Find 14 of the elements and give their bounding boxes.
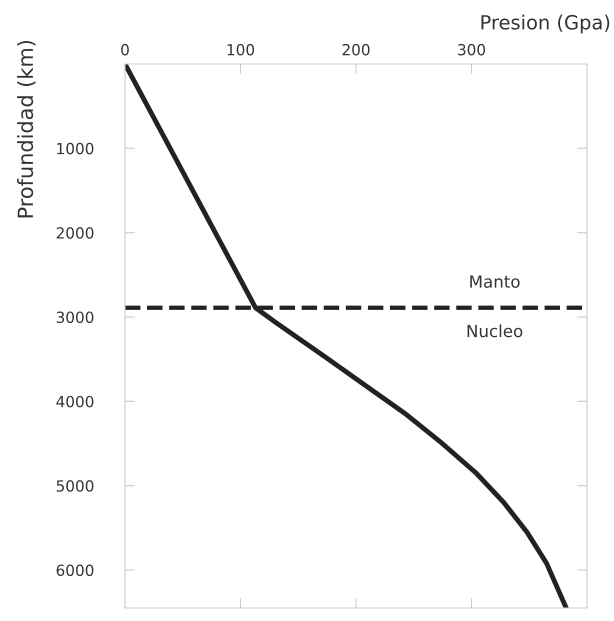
y-tick-label: 6000 [56, 564, 94, 576]
y-tick-label: 4000 [56, 396, 94, 408]
y-tick-label: 2000 [56, 227, 94, 239]
x-tick-label: 200 [342, 44, 370, 56]
x-tick-label: 0 [121, 44, 129, 56]
y-axis-title: Profundidad (km) [17, 40, 36, 218]
x-axis-title: Presion (Gpa) [482, 14, 610, 34]
y-tick-label: 5000 [56, 480, 94, 492]
x-tick-label: 300 [458, 44, 486, 56]
annotation: Nucleo [468, 324, 522, 338]
y-tick-label: 3000 [56, 311, 94, 324]
y-tick-label: 1000 [57, 142, 94, 154]
annotation: Manto [470, 275, 520, 288]
x-tick-label: 100 [228, 44, 254, 56]
